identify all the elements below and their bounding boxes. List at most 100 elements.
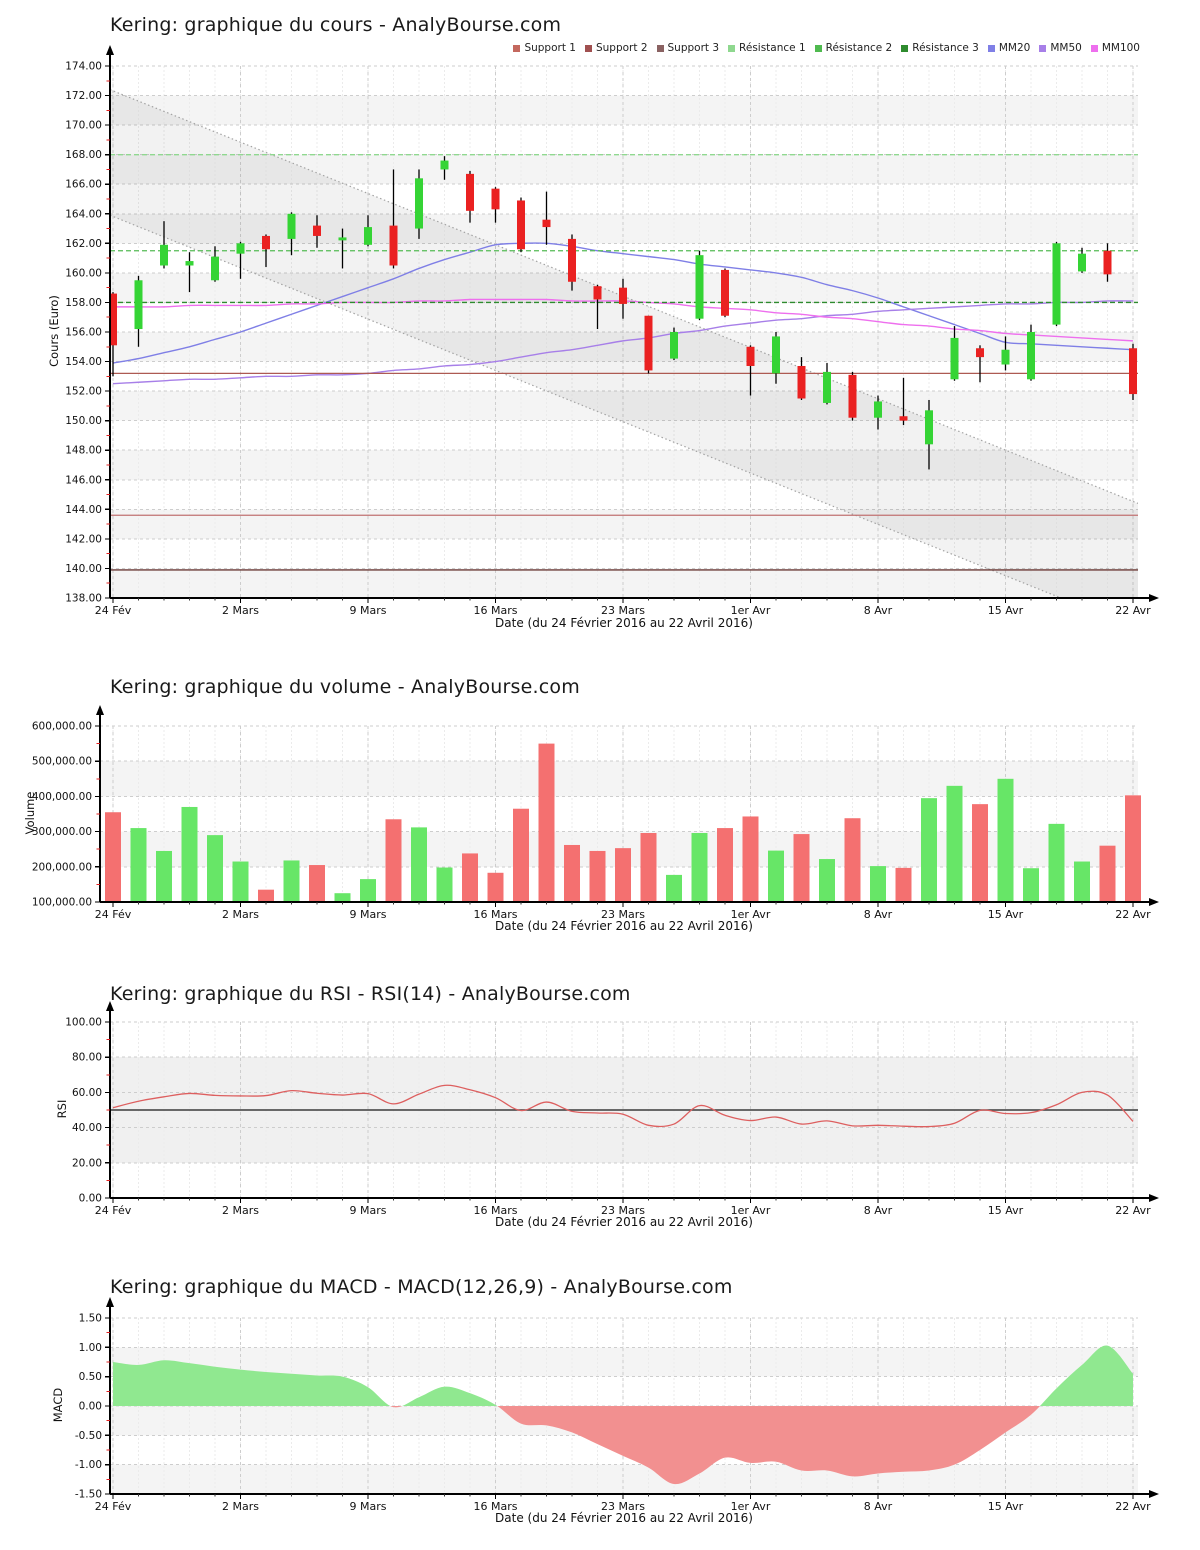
price-chart-legend: Support 1 Support 2 Support 3 Résistance 1 R… bbox=[110, 42, 1140, 54]
legend-swatch-icon bbox=[728, 44, 736, 52]
candle-body bbox=[1103, 250, 1112, 275]
price-chart-title: Kering: graphique du cours - AnalyBourse… bbox=[110, 14, 562, 36]
svg-text:1er Avr: 1er Avr bbox=[731, 1500, 771, 1513]
candle-body bbox=[236, 243, 245, 254]
volume-bar bbox=[207, 835, 223, 902]
svg-text:146.00: 146.00 bbox=[65, 474, 102, 486]
svg-text:9 Mars: 9 Mars bbox=[350, 604, 387, 617]
candle-body bbox=[211, 256, 219, 281]
candle-body bbox=[440, 160, 449, 170]
volume-y-axis-label: Volume bbox=[23, 791, 37, 835]
svg-text:168.00: 168.00 bbox=[65, 149, 102, 161]
svg-text:170.00: 170.00 bbox=[65, 120, 102, 132]
svg-text:158.00: 158.00 bbox=[65, 297, 102, 309]
svg-text:20.00: 20.00 bbox=[72, 1157, 102, 1169]
volume-bar bbox=[513, 808, 529, 902]
volume-bar bbox=[1125, 795, 1141, 902]
x-axis-arrow-icon bbox=[1149, 594, 1159, 602]
volume-bar bbox=[768, 850, 784, 902]
legend-label: Résistance 1 bbox=[739, 42, 806, 54]
macd-y-axis-label: MACD bbox=[51, 1387, 65, 1423]
svg-text:100,000.00: 100,000.00 bbox=[32, 897, 92, 909]
macd-area-positive bbox=[113, 1345, 1133, 1406]
volume-bar bbox=[564, 844, 580, 902]
legend-label: Résistance 3 bbox=[912, 42, 979, 54]
candle-body bbox=[593, 286, 602, 300]
svg-text:22 Avr: 22 Avr bbox=[1115, 1204, 1151, 1217]
svg-text:160.00: 160.00 bbox=[65, 267, 102, 279]
svg-text:600,000.00: 600,000.00 bbox=[32, 721, 92, 733]
legend-item: Résistance 1 bbox=[728, 42, 806, 54]
svg-text:300,000.00: 300,000.00 bbox=[32, 826, 92, 838]
candle-body bbox=[1001, 349, 1010, 365]
candle-body bbox=[415, 178, 423, 229]
volume-bar bbox=[360, 879, 376, 902]
volume-bar bbox=[258, 889, 274, 902]
legend-label: Support 3 bbox=[667, 42, 720, 54]
candle-body bbox=[670, 332, 678, 359]
price-plot: 138.00 140.00 142.00 144.00 146.00 148.00 150.… bbox=[65, 45, 1159, 617]
candle-body bbox=[1027, 332, 1035, 380]
y-axis-arrow-icon bbox=[106, 1001, 114, 1011]
volume-bar bbox=[870, 866, 886, 902]
volume-bar bbox=[462, 853, 478, 902]
svg-text:164.00: 164.00 bbox=[65, 208, 102, 220]
rsi-chart-title: Kering: graphique du RSI - RSI(14) - Ana… bbox=[110, 983, 631, 1005]
legend-item: Support 3 bbox=[656, 42, 720, 54]
volume-bar bbox=[819, 859, 835, 902]
legend-swatch-icon bbox=[1039, 44, 1047, 52]
legend-label: MM20 bbox=[998, 42, 1031, 54]
price-x-axis-label: Date (du 24 Février 2016 au 22 Avril 201… bbox=[495, 616, 753, 630]
svg-text:0.00: 0.00 bbox=[79, 1193, 102, 1205]
legend-label: MM50 bbox=[1050, 42, 1082, 54]
moving-average-mm50 bbox=[112, 300, 1134, 385]
candle-body bbox=[1129, 348, 1137, 395]
volume-bar bbox=[742, 816, 759, 902]
svg-text:150.00: 150.00 bbox=[65, 415, 102, 427]
candle-body bbox=[287, 213, 296, 239]
svg-text:1.00: 1.00 bbox=[79, 1342, 102, 1354]
volume-bar bbox=[181, 806, 198, 902]
candle-body bbox=[823, 371, 831, 403]
svg-text:8 Avr: 8 Avr bbox=[864, 1500, 893, 1513]
svg-text:1er Avr: 1er Avr bbox=[731, 604, 771, 617]
legend-swatch-icon bbox=[584, 44, 592, 52]
svg-text:400,000.00: 400,000.00 bbox=[32, 791, 92, 803]
volume-bar bbox=[1099, 845, 1116, 902]
legend-label: Support 1 bbox=[524, 42, 576, 54]
candle-body bbox=[925, 410, 933, 445]
volume-bar bbox=[411, 827, 427, 902]
volume-bar bbox=[156, 850, 172, 902]
volume-chart-title: Kering: graphique du volume - AnalyBours… bbox=[110, 676, 580, 698]
candle-body bbox=[542, 219, 551, 228]
volume-bar bbox=[691, 833, 708, 902]
svg-text:144.00: 144.00 bbox=[65, 504, 102, 516]
svg-text:8 Avr: 8 Avr bbox=[864, 604, 893, 617]
volume-bar bbox=[640, 833, 657, 902]
svg-text:0.50: 0.50 bbox=[79, 1371, 102, 1383]
volume-bar bbox=[921, 798, 937, 902]
candle-body bbox=[1052, 243, 1061, 325]
volume-bar bbox=[105, 812, 121, 902]
svg-text:24 Fév: 24 Fév bbox=[95, 1500, 132, 1513]
volume-x-axis-label: Date (du 24 Février 2016 au 22 Avril 201… bbox=[495, 919, 753, 933]
volume-bar bbox=[334, 893, 351, 902]
volume-bar bbox=[487, 872, 504, 902]
volume-bar bbox=[232, 861, 249, 902]
svg-text:1.50: 1.50 bbox=[79, 1313, 102, 1325]
volume-bar bbox=[666, 874, 682, 902]
y-axis-arrow-icon bbox=[106, 1297, 114, 1307]
volume-bar bbox=[538, 743, 555, 902]
legend-swatch-icon bbox=[901, 44, 909, 52]
volume-bar bbox=[946, 785, 963, 902]
svg-text:140.00: 140.00 bbox=[65, 563, 102, 575]
svg-text:60.00: 60.00 bbox=[72, 1087, 102, 1099]
candle-body bbox=[364, 227, 372, 245]
moving-average-mm20 bbox=[112, 242, 1134, 364]
svg-text:166.00: 166.00 bbox=[65, 179, 102, 191]
trend-dotted-line bbox=[110, 214, 1063, 598]
candle-body bbox=[466, 173, 474, 211]
svg-text:-0.50: -0.50 bbox=[75, 1430, 102, 1442]
svg-text:24 Fév: 24 Fév bbox=[95, 604, 132, 617]
